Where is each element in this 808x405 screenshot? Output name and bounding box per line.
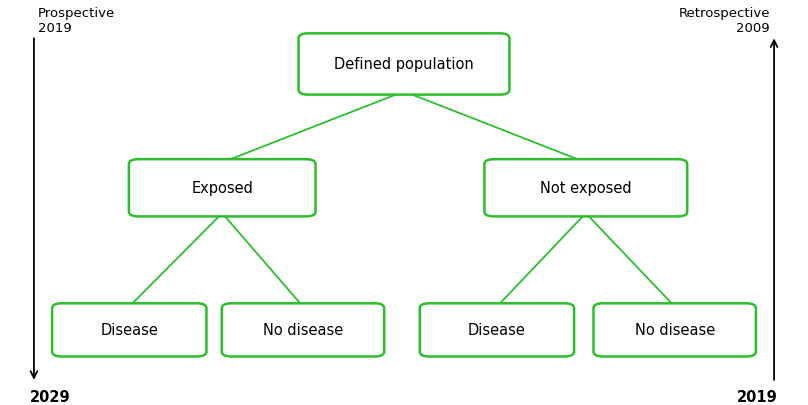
Text: Exposed: Exposed (191, 181, 253, 196)
FancyBboxPatch shape (221, 304, 385, 357)
FancyBboxPatch shape (129, 160, 315, 217)
Text: Prospective
2019: Prospective 2019 (38, 6, 116, 34)
FancyBboxPatch shape (420, 304, 574, 357)
FancyBboxPatch shape (484, 160, 687, 217)
Text: Defined population: Defined population (335, 58, 473, 72)
Text: 2029: 2029 (30, 389, 70, 404)
Text: Not exposed: Not exposed (540, 181, 632, 196)
FancyBboxPatch shape (299, 34, 510, 96)
Text: No disease: No disease (634, 323, 715, 337)
Text: Disease: Disease (100, 323, 158, 337)
Text: Retrospective
2009: Retrospective 2009 (679, 6, 770, 34)
FancyBboxPatch shape (52, 304, 207, 357)
FancyBboxPatch shape (593, 304, 756, 357)
Text: Disease: Disease (468, 323, 526, 337)
Text: 2019: 2019 (738, 389, 778, 404)
Text: No disease: No disease (263, 323, 343, 337)
